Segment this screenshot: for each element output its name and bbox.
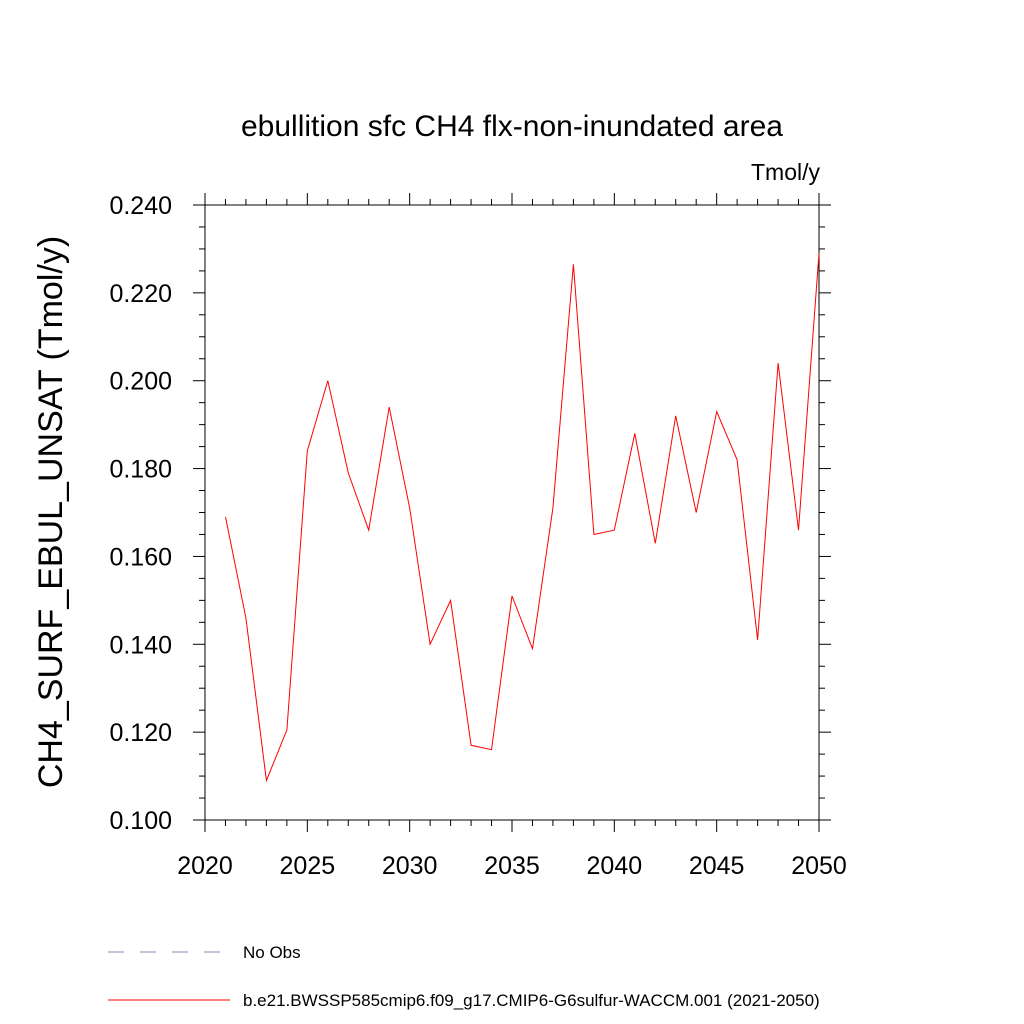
x-tick-label: 2035 (484, 852, 540, 880)
plot-frame (204, 204, 820, 821)
y-tick-label: 0.120 (109, 719, 172, 747)
y-tick-label: 0.140 (109, 631, 172, 659)
y-tick-label: 0.160 (109, 543, 172, 571)
chart-title: ebullition sfc CH4 flx-non-inundated are… (241, 110, 783, 143)
y-tick-label: 0.200 (109, 368, 172, 396)
x-tick-label: 2045 (689, 852, 745, 880)
y-axis-label: CH4_SURF_EBUL_UNSAT (Tmol/y) (32, 236, 70, 788)
tick-labels: 2020 2025 2030 2035 2040 2045 2050 0.100 0.120 0.… (109, 192, 846, 880)
x-tick-label: 2050 (791, 852, 847, 880)
x-tick-label: 2020 (177, 852, 233, 880)
y-tick-label: 0.100 (109, 807, 172, 835)
legend-label: No Obs (243, 943, 301, 962)
axis-ticks (193, 193, 831, 832)
y-tick-label: 0.220 (109, 280, 172, 308)
y-tick-label: 0.180 (109, 456, 172, 484)
x-tick-label: 2030 (382, 852, 438, 880)
x-tick-label: 2040 (587, 852, 643, 880)
units-label: Tmol/y (751, 159, 821, 185)
x-tick-label: 2025 (280, 852, 336, 880)
series-group (225, 253, 820, 783)
legend: No Obs b.e21.BWSSP585cmip6.f09_g17.CMIP6-… (108, 943, 820, 1010)
series-line (225, 253, 820, 783)
y-tick-label: 0.240 (109, 192, 172, 220)
legend-label: b.e21.BWSSP585cmip6.f09_g17.CMIP6-G6sulf… (243, 991, 820, 1010)
